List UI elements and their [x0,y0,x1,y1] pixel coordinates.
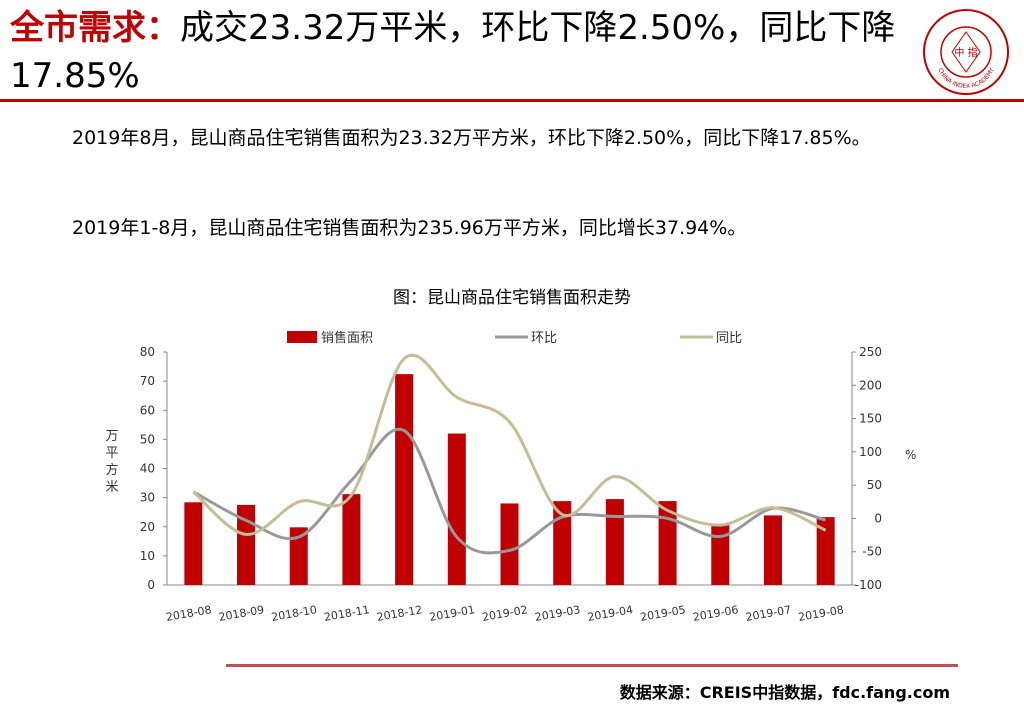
x-axis-tick-label: 2018-12 [376,603,424,624]
y-axis-title-char: 万 [105,429,118,444]
x-axis-tick-label: 2018-08 [165,603,213,624]
bar-sales-area [447,433,466,585]
x-axis-tick-label: 2019-03 [534,603,582,624]
x-axis-tick-label: 2019-06 [692,603,740,624]
bar-sales-area [605,499,624,585]
page-title-rest: 成交23.32万平米，环比下降2.50%，同比下降17.85% [10,8,896,96]
line-mom [192,427,827,555]
bar-sales-area [342,494,361,585]
logo-center-text: 中 指 [954,46,977,59]
x-axis-tick-label: 2019-05 [639,603,687,624]
right-axis-tick-label: -100 [855,578,882,592]
left-axis-tick-label: 40 [140,462,155,476]
title-divider [0,99,1024,102]
right-axis-tick-label: 100 [859,445,882,459]
bar-sales-area [763,515,782,585]
bar-sales-area [816,517,835,585]
right-axis-tick-label: 0 [874,511,882,525]
china-index-academy-logo: 中 指 CHINA INDEX ACADEMY [923,9,1009,95]
page-title: 全市需求：成交23.32万平米，环比下降2.50%，同比下降17.85% [10,4,910,100]
legend-label-mom: 环比 [531,331,557,346]
left-axis-tick-label: 0 [147,578,155,592]
sales-area-chart: 0 10 20 30 40 50 60 70 80 -100 -50 0 50 100 150 200 250 万… [105,330,916,624]
data-source: 数据来源：CREIS中指数据，fdc.fang.com [619,683,950,702]
x-axis-tick-label: 2018-11 [323,603,371,624]
right-axis-tick-label: 50 [867,478,882,492]
svg-text:CHINA INDEX ACADEMY: CHINA INDEX ACADEMY [936,67,996,90]
bar-sales-area [658,501,677,585]
y-axis-title-char: 方 [105,462,118,478]
right-axis-tick-label: -50 [862,545,882,559]
x-axis-tick-label: 2019-04 [587,603,635,624]
bar-sales-area [500,503,519,585]
y-axis-title-char: 平 [105,446,118,461]
left-axis-tick-label: 60 [140,403,155,417]
left-axis-tick-label: 70 [140,374,155,388]
summary-paragraph-ytd: 2019年1-8月，昆山商品住宅销售面积为235.96万平方米，同比增长37.9… [72,217,747,239]
left-axis-tick-label: 50 [140,432,155,446]
page-title-lead: 全市需求： [10,8,180,48]
footer-divider [226,664,958,667]
left-axis-tick-label: 80 [140,345,155,359]
right-axis-tick-label: 200 [859,378,882,392]
line-yoy [192,353,827,536]
x-axis-tick-label: 2018-10 [270,603,318,624]
chart-title: 图：昆山商品住宅销售面积走势 [393,288,631,308]
x-axis-tick-label: 2019-07 [745,603,793,624]
right-axis-tick-label: 150 [859,412,882,426]
x-axis-tick-label: 2019-08 [797,603,845,624]
legend-swatch-sales-area [287,331,317,343]
legend-label-yoy: 同比 [716,331,742,346]
y-axis-title-char: 米 [105,480,118,495]
bar-sales-area [289,527,308,585]
left-axis-tick-label: 10 [140,549,155,563]
bar-sales-area [553,501,572,585]
x-axis-tick-label: 2019-01 [428,603,476,624]
logo-ring-text: CHINA INDEX ACADEMY [936,67,996,90]
bar-sales-area [184,502,203,585]
left-axis-tick-label: 30 [140,491,155,505]
y2-axis-title: % [905,448,916,462]
legend-label-sales-area: 销售面积 [321,330,373,346]
x-axis-tick-label: 2018-09 [218,603,266,624]
x-axis-tick-label: 2019-02 [481,603,529,624]
left-axis-tick-label: 20 [140,520,155,534]
bar-sales-area [395,374,414,585]
bar-sales-area [711,524,730,585]
bar-sales-area [237,504,256,585]
right-axis-tick-label: 250 [859,345,882,359]
summary-paragraph-monthly: 2019年8月，昆山商品住宅销售面积为23.32万平方米，环比下降2.50%，同… [72,127,871,149]
